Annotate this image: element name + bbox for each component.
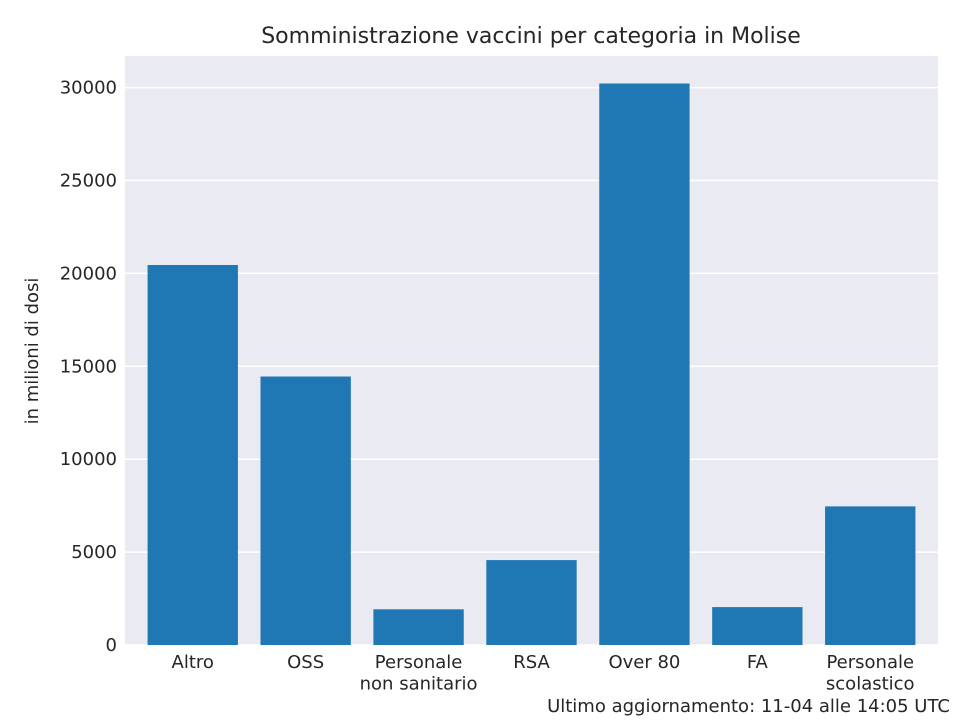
plot-area [125,56,938,645]
y-tick-label: 30000 [60,78,117,99]
bar [486,560,577,645]
y-tick-label: 15000 [60,356,117,377]
y-tick-label: 5000 [71,542,117,563]
x-tick-label: Over 80 [608,652,680,673]
x-tick-label: OSS [287,652,324,673]
bar [373,609,464,645]
chart-title: Somministrazione vaccini per categoria i… [261,24,801,49]
bars [147,83,916,646]
y-tick-label: 10000 [60,449,117,470]
y-tick-label: 0 [106,635,117,656]
y-axis-label: in milioni di dosi [22,278,43,425]
bar [825,506,916,645]
y-tick-label: 25000 [60,170,117,191]
x-tick-label: FA [747,652,769,673]
bar [147,265,238,645]
bar [712,607,803,645]
x-tick-label: Altro [172,652,214,673]
x-tick-label: Personale non sanitario [360,652,478,695]
y-axis-ticks: 0 5000 10000 15000 20000 25000 30000 [60,78,117,656]
x-tick-label: Personale scolastico [826,652,915,695]
x-tick-label: RSA [513,652,550,673]
y-tick-label: 20000 [60,263,117,284]
last-update-note: Ultimo aggiornamento: 11-04 alle 14:05 U… [547,696,950,717]
bar [599,83,690,646]
x-axis-ticks: Altro OSS Personale non sanitario RSA Over 80… [172,652,915,695]
bar [260,376,351,645]
